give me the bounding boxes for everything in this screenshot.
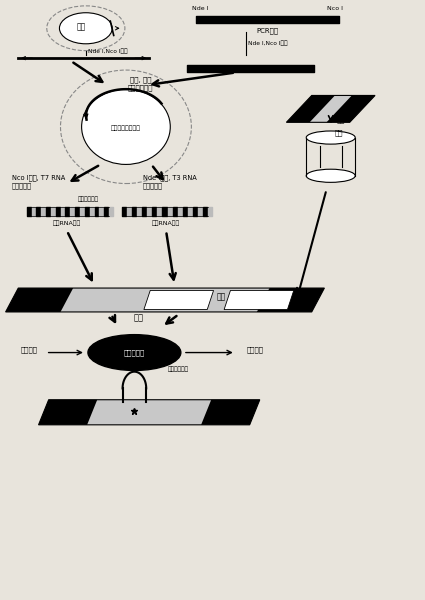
- Ellipse shape: [88, 335, 181, 370]
- Polygon shape: [326, 95, 375, 122]
- Polygon shape: [201, 400, 260, 425]
- Text: Nde I酶切, T3 RNA
聚合酶标记: Nde I酶切, T3 RNA 聚合酶标记: [143, 175, 197, 189]
- Ellipse shape: [306, 169, 355, 182]
- Text: 紫色沉淀: 紫色沉淀: [246, 346, 263, 353]
- Text: 正义RNA探针: 正义RNA探针: [152, 221, 180, 226]
- Ellipse shape: [82, 89, 170, 164]
- Polygon shape: [39, 400, 97, 425]
- Text: 载片: 载片: [335, 130, 343, 136]
- Ellipse shape: [306, 131, 355, 144]
- Ellipse shape: [60, 13, 112, 44]
- Polygon shape: [286, 95, 335, 122]
- Text: 反义RNA探针: 反义RNA探针: [53, 221, 81, 226]
- Text: 杂交: 杂交: [216, 293, 226, 302]
- Polygon shape: [144, 290, 213, 310]
- Polygon shape: [6, 288, 324, 312]
- Text: 含插入片段的质粒: 含插入片段的质粒: [111, 126, 141, 131]
- Text: 质粒: 质粒: [77, 22, 86, 31]
- Polygon shape: [286, 95, 375, 122]
- Text: 连接, 筛选
得到阳性克隆: 连接, 筛选 得到阳性克隆: [128, 77, 153, 91]
- Text: 无色底物: 无色底物: [20, 346, 37, 353]
- Text: 处理: 处理: [337, 117, 346, 124]
- Polygon shape: [39, 400, 260, 425]
- Polygon shape: [6, 288, 73, 312]
- Text: Nco I酶切, T7 RNA
聚合酶标记: Nco I酶切, T7 RNA 聚合酶标记: [12, 175, 65, 189]
- Polygon shape: [224, 290, 294, 310]
- Polygon shape: [257, 288, 324, 312]
- Text: 抗地高辛抗体: 抗地高辛抗体: [168, 367, 189, 372]
- Text: PCR产物: PCR产物: [256, 28, 278, 34]
- Text: Nde I,Nco I酶切: Nde I,Nco I酶切: [248, 40, 288, 46]
- Text: 添加荧光标记: 添加荧光标记: [77, 197, 99, 202]
- Text: 检测: 检测: [133, 313, 144, 322]
- Text: Nde I,Nco I酶切: Nde I,Nco I酶切: [88, 49, 128, 55]
- Text: 碱性磷酸酶: 碱性磷酸酶: [124, 349, 145, 356]
- Text: Nco I: Nco I: [327, 6, 343, 11]
- Text: Nde I: Nde I: [192, 6, 208, 11]
